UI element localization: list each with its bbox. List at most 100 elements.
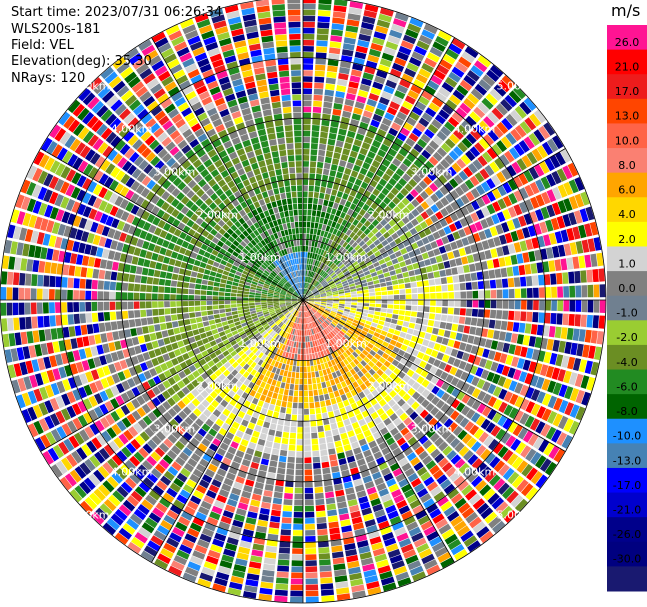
velocity-gate: [464, 245, 472, 255]
velocity-gate: [149, 332, 157, 341]
velocity-gate: [364, 346, 372, 353]
velocity-gate: [307, 252, 311, 258]
velocity-gate: [368, 285, 375, 289]
velocity-gate: [364, 4, 379, 13]
velocity-gate: [531, 349, 540, 361]
velocity-gate: [238, 283, 245, 288]
velocity-gate: [284, 332, 289, 339]
velocity-gate: [516, 334, 524, 345]
velocity-gate: [444, 215, 453, 225]
velocity-gate: [26, 259, 34, 272]
velocity-gate: [297, 427, 303, 433]
velocity-gate: [77, 414, 88, 427]
velocity-gate: [139, 431, 150, 442]
velocity-gate: [151, 340, 159, 349]
velocity-gate: [448, 150, 459, 161]
velocity-gate: [343, 37, 356, 45]
velocity-gate: [312, 112, 321, 119]
velocity-gate: [438, 174, 448, 185]
velocity-gate: [176, 253, 184, 261]
velocity-gate: [373, 315, 380, 320]
velocity-gate: [443, 225, 452, 235]
velocity-gate: [398, 45, 412, 56]
velocity-gate: [314, 401, 320, 408]
velocity-gate: [394, 527, 407, 537]
velocity-gate: [341, 315, 348, 320]
velocity-gate: [341, 219, 348, 227]
velocity-gate: [434, 114, 446, 125]
velocity-gate: [318, 308, 325, 312]
velocity-gate: [206, 347, 214, 355]
velocity-gate: [305, 289, 309, 295]
velocity-gate: [262, 402, 270, 409]
velocity-gate: [498, 464, 510, 477]
velocity-gate: [499, 234, 507, 245]
velocity-gate: [305, 318, 307, 324]
velocity-gate: [407, 328, 414, 335]
velocity-gate: [486, 69, 500, 82]
velocity-gate: [33, 420, 44, 435]
velocity-gate: [306, 317, 308, 324]
velocity-gate: [28, 214, 38, 228]
velocity-gate: [274, 361, 280, 368]
velocity-gate: [414, 343, 422, 351]
velocity-gate: [333, 344, 339, 351]
velocity-gate: [257, 283, 264, 287]
velocity-gate: [343, 481, 354, 489]
velocity-gate: [314, 296, 321, 298]
velocity-gate: [320, 350, 325, 357]
velocity-gate: [332, 17, 345, 25]
velocity-gate: [575, 389, 585, 404]
velocity-gate: [207, 549, 221, 559]
velocity-gate: [42, 302, 49, 314]
velocity-gate: [84, 426, 95, 439]
velocity-gate: [303, 64, 314, 70]
velocity-gate: [246, 366, 254, 374]
velocity-gate: [127, 292, 134, 300]
velocity-gate: [286, 377, 291, 384]
velocity-gate: [308, 297, 315, 299]
velocity-gate: [12, 302, 19, 316]
velocity-gate: [108, 342, 116, 352]
velocity-gate: [394, 250, 402, 258]
velocity-gate: [356, 95, 367, 104]
velocity-gate: [248, 300, 255, 303]
velocity-gate: [345, 302, 351, 305]
velocity-gate: [466, 70, 480, 82]
velocity-gate: [310, 259, 314, 265]
velocity-gate: [364, 257, 371, 263]
velocity-gate: [297, 421, 303, 427]
velocity-gate: [480, 448, 491, 461]
velocity-gate: [294, 304, 299, 309]
velocity-gate: [338, 224, 345, 232]
velocity-gate: [345, 273, 351, 278]
velocity-gate: [507, 453, 519, 466]
velocity-gate: [303, 33, 315, 40]
velocity-gate: [358, 545, 371, 554]
velocity-gate: [458, 170, 469, 181]
velocity-gate: [264, 484, 274, 492]
velocity-gate: [43, 275, 50, 287]
velocity-gate: [136, 207, 145, 218]
velocity-gate: [306, 233, 310, 240]
velocity-gate: [359, 501, 371, 510]
velocity-gate: [227, 390, 236, 398]
velocity-gate: [400, 187, 409, 197]
velocity-gate: [376, 377, 385, 385]
velocity-gate: [55, 460, 68, 475]
velocity-gate: [61, 211, 71, 224]
velocity-gate: [524, 199, 534, 211]
velocity-gate: [382, 403, 391, 412]
velocity-gate: [336, 285, 343, 289]
velocity-gate: [61, 314, 68, 326]
velocity-gate: [578, 224, 587, 239]
velocity-gate: [435, 163, 446, 173]
velocity-gate: [401, 462, 412, 472]
velocity-gate: [135, 435, 146, 446]
velocity-gate: [274, 291, 280, 294]
velocity-gate: [12, 287, 19, 300]
velocity-gate: [415, 101, 427, 111]
velocity-gate: [409, 56, 422, 67]
velocity-gate: [327, 59, 339, 67]
velocity-gate: [56, 426, 67, 440]
